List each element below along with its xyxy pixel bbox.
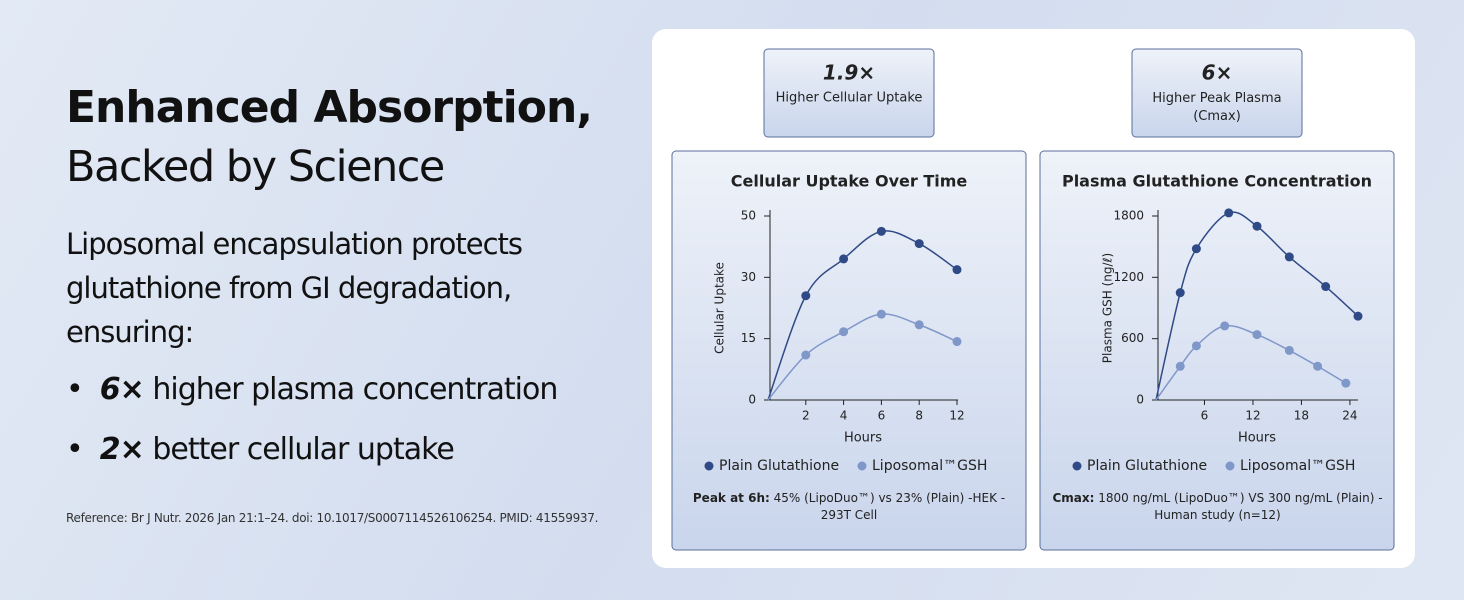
data-point	[952, 337, 962, 347]
data-point	[914, 320, 924, 330]
x-tick-label: 6	[1201, 409, 1209, 423]
data-point	[1224, 208, 1234, 218]
legend-marker	[1072, 461, 1082, 471]
x-tick-label: 18	[1294, 409, 1309, 423]
data-point	[801, 291, 811, 301]
y-tick-label: 50	[741, 209, 756, 223]
stat-box	[1131, 48, 1303, 138]
legend-label: Plain Glutathione	[1087, 458, 1207, 474]
stat-box	[763, 48, 935, 138]
y-tick-label: 15	[741, 331, 756, 345]
data-point	[1220, 321, 1230, 331]
legend-marker	[1225, 461, 1235, 471]
x-tick-label: 6	[878, 409, 886, 423]
legend-label: Liposomal™GSH	[872, 458, 987, 474]
bullet-strong: 6×	[99, 372, 145, 407]
chart-panel	[671, 150, 1027, 551]
legend-marker	[857, 461, 867, 471]
y-axis-label: Plasma GSH (ng/ℓ)	[1101, 253, 1115, 363]
y-tick-label: 600	[1121, 331, 1144, 345]
note-label: Cmax:	[1052, 491, 1095, 505]
note-text: 1800 ng/mL (LipoDuo™) VS 300 ng/mL (Plai…	[1098, 491, 1383, 522]
data-point	[1321, 282, 1331, 292]
chart-title: Cellular Uptake Over Time	[731, 172, 968, 191]
legend-label: Liposomal™GSH	[1240, 458, 1355, 474]
data-point	[1252, 221, 1262, 231]
bullet-text: better cellular uptake	[152, 432, 455, 467]
x-axis-label: Hours	[1238, 431, 1276, 446]
y-tick-label: 0	[1136, 393, 1144, 407]
note-text: 45% (LipoDuo™) vs 23% (Plain) -HEK - 293…	[773, 491, 1006, 522]
data-point	[839, 327, 849, 337]
data-point	[1341, 378, 1351, 388]
reference: Reference: Br J Nutr. 2026 Jan 21:1–24. …	[66, 511, 599, 525]
data-point	[952, 265, 962, 275]
y-axis-label: Cellular Uptake	[713, 262, 727, 354]
stat-value: 1.9×	[823, 61, 875, 85]
chart-panel	[1039, 150, 1395, 551]
intro-text: Liposomal encapsulation protects glutath…	[66, 227, 523, 349]
data-point	[876, 226, 886, 236]
data-point	[1353, 311, 1363, 321]
data-point	[1191, 244, 1201, 254]
legend-label: Plain Glutathione	[719, 458, 839, 474]
x-axis-label: Hours	[844, 431, 882, 446]
y-tick-label: 0	[748, 393, 756, 407]
data-point	[1284, 345, 1294, 355]
data-point	[1252, 330, 1262, 340]
data-point	[801, 350, 811, 360]
x-tick-label: 4	[840, 409, 848, 423]
note-label: Peak at 6h:	[692, 491, 770, 505]
legend-marker	[704, 461, 714, 471]
y-tick-label: 30	[741, 270, 756, 284]
chart-title: Plasma Glutathione Concentration	[1062, 172, 1372, 191]
subheadline: Backed by Science	[66, 142, 445, 192]
data-point	[1284, 252, 1294, 262]
bullet: • 6× higher plasma concentration	[66, 372, 558, 407]
stat-label: Higher Peak Plasma (Cmax)	[1152, 91, 1281, 124]
chart-note: Peak at 6h: 45% (LipoDuo™) vs 23% (Plain…	[690, 490, 1008, 524]
bullet-text: higher plasma concentration	[152, 372, 558, 407]
chart-note: Cmax: 1800 ng/mL (LipoDuo™) VS 300 ng/mL…	[1050, 490, 1385, 524]
data-point	[1313, 361, 1323, 371]
data-point	[1175, 288, 1185, 298]
x-tick-label: 12	[1245, 409, 1260, 423]
bullet: • 2× better cellular uptake	[66, 432, 455, 467]
bullet-strong: 2×	[99, 432, 145, 467]
data-point	[876, 309, 886, 319]
x-tick-label: 8	[915, 409, 923, 423]
x-tick-label: 24	[1342, 409, 1357, 423]
x-tick-label: 12	[949, 409, 964, 423]
x-tick-label: 2	[802, 409, 810, 423]
data-point	[839, 254, 849, 264]
data-point	[1191, 341, 1201, 351]
headline: Enhanced Absorption,	[66, 82, 593, 133]
stat-value: 6×	[1202, 61, 1233, 85]
data-point	[1175, 361, 1185, 371]
y-tick-label: 1200	[1113, 270, 1144, 284]
y-tick-label: 1800	[1113, 209, 1144, 223]
data-point	[914, 239, 924, 249]
stat-label: Higher Cellular Uptake	[776, 91, 923, 106]
